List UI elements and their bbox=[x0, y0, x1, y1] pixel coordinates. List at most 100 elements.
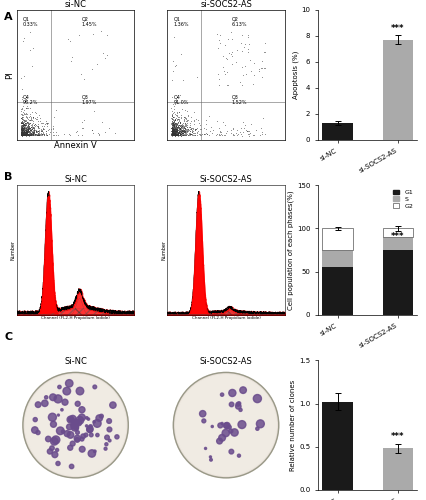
Point bbox=[20, 129, 27, 137]
Point bbox=[169, 129, 176, 137]
Point bbox=[181, 127, 188, 135]
Point bbox=[23, 126, 29, 134]
Point bbox=[21, 129, 28, 137]
Point bbox=[23, 128, 30, 136]
Point bbox=[23, 128, 30, 136]
Point bbox=[226, 50, 233, 58]
Point bbox=[18, 131, 25, 139]
Point bbox=[44, 120, 51, 128]
Point bbox=[173, 112, 180, 120]
Point bbox=[21, 120, 28, 128]
Point bbox=[27, 124, 34, 132]
Point bbox=[178, 128, 184, 136]
Point bbox=[29, 112, 36, 120]
Point bbox=[246, 40, 253, 48]
Point bbox=[23, 127, 30, 135]
Point bbox=[169, 130, 176, 138]
Point bbox=[98, 118, 105, 126]
Circle shape bbox=[79, 406, 85, 413]
Point bbox=[172, 130, 179, 138]
Point bbox=[177, 129, 184, 137]
Point bbox=[229, 124, 236, 132]
Point bbox=[28, 131, 35, 139]
Point bbox=[242, 126, 249, 134]
Point bbox=[38, 126, 45, 134]
Point bbox=[25, 124, 32, 132]
Point bbox=[171, 130, 178, 138]
Point bbox=[174, 132, 181, 140]
Point bbox=[180, 128, 187, 136]
Point bbox=[172, 119, 179, 127]
Point bbox=[201, 130, 208, 138]
Point bbox=[18, 126, 25, 134]
Point bbox=[20, 130, 27, 138]
Point bbox=[187, 129, 193, 137]
Point bbox=[172, 130, 178, 138]
Point bbox=[21, 128, 28, 136]
Point bbox=[168, 129, 175, 137]
Point bbox=[182, 126, 189, 134]
Point bbox=[39, 130, 46, 138]
Text: Q1
1.36%: Q1 1.36% bbox=[173, 16, 189, 28]
Point bbox=[22, 126, 29, 134]
Point bbox=[174, 130, 181, 138]
Point bbox=[250, 60, 257, 68]
Point bbox=[25, 124, 32, 132]
Point bbox=[20, 124, 27, 132]
Circle shape bbox=[58, 386, 61, 388]
Circle shape bbox=[224, 423, 229, 428]
Point bbox=[24, 118, 31, 126]
Point bbox=[176, 92, 183, 100]
Point bbox=[28, 123, 35, 131]
Point bbox=[35, 126, 42, 134]
Point bbox=[18, 132, 25, 140]
Point bbox=[26, 124, 33, 132]
Point bbox=[170, 130, 177, 138]
Point bbox=[20, 116, 27, 124]
Point bbox=[21, 126, 28, 134]
Point bbox=[173, 130, 179, 138]
Point bbox=[24, 126, 31, 134]
Point bbox=[174, 130, 181, 138]
Point bbox=[173, 130, 179, 138]
Point bbox=[26, 124, 32, 132]
Point bbox=[25, 128, 32, 136]
Point bbox=[248, 68, 255, 76]
Point bbox=[20, 130, 27, 138]
Point bbox=[170, 129, 177, 137]
Point bbox=[22, 132, 29, 140]
Point bbox=[35, 127, 42, 135]
Point bbox=[20, 124, 26, 132]
Point bbox=[171, 128, 178, 136]
Point bbox=[169, 132, 176, 140]
Point bbox=[177, 122, 184, 130]
Point bbox=[173, 124, 179, 132]
Point bbox=[174, 130, 181, 138]
Point bbox=[40, 130, 47, 138]
Point bbox=[180, 124, 187, 132]
Point bbox=[20, 129, 27, 137]
Point bbox=[25, 132, 32, 140]
Point bbox=[35, 132, 42, 140]
Point bbox=[173, 130, 180, 138]
Point bbox=[172, 130, 178, 138]
Circle shape bbox=[51, 438, 58, 445]
Point bbox=[20, 131, 27, 139]
Point bbox=[168, 124, 175, 132]
Point bbox=[19, 130, 26, 138]
Point bbox=[18, 128, 25, 136]
Point bbox=[20, 118, 27, 126]
Point bbox=[89, 30, 96, 38]
Point bbox=[20, 130, 26, 138]
Point bbox=[186, 118, 193, 126]
Point bbox=[216, 128, 223, 136]
Point bbox=[239, 132, 246, 140]
Point bbox=[184, 123, 190, 131]
Point bbox=[185, 126, 192, 134]
Point bbox=[181, 130, 188, 138]
Point bbox=[177, 132, 184, 140]
Point bbox=[216, 130, 223, 138]
Point bbox=[19, 118, 26, 126]
Point bbox=[32, 109, 39, 117]
Point bbox=[20, 124, 26, 132]
